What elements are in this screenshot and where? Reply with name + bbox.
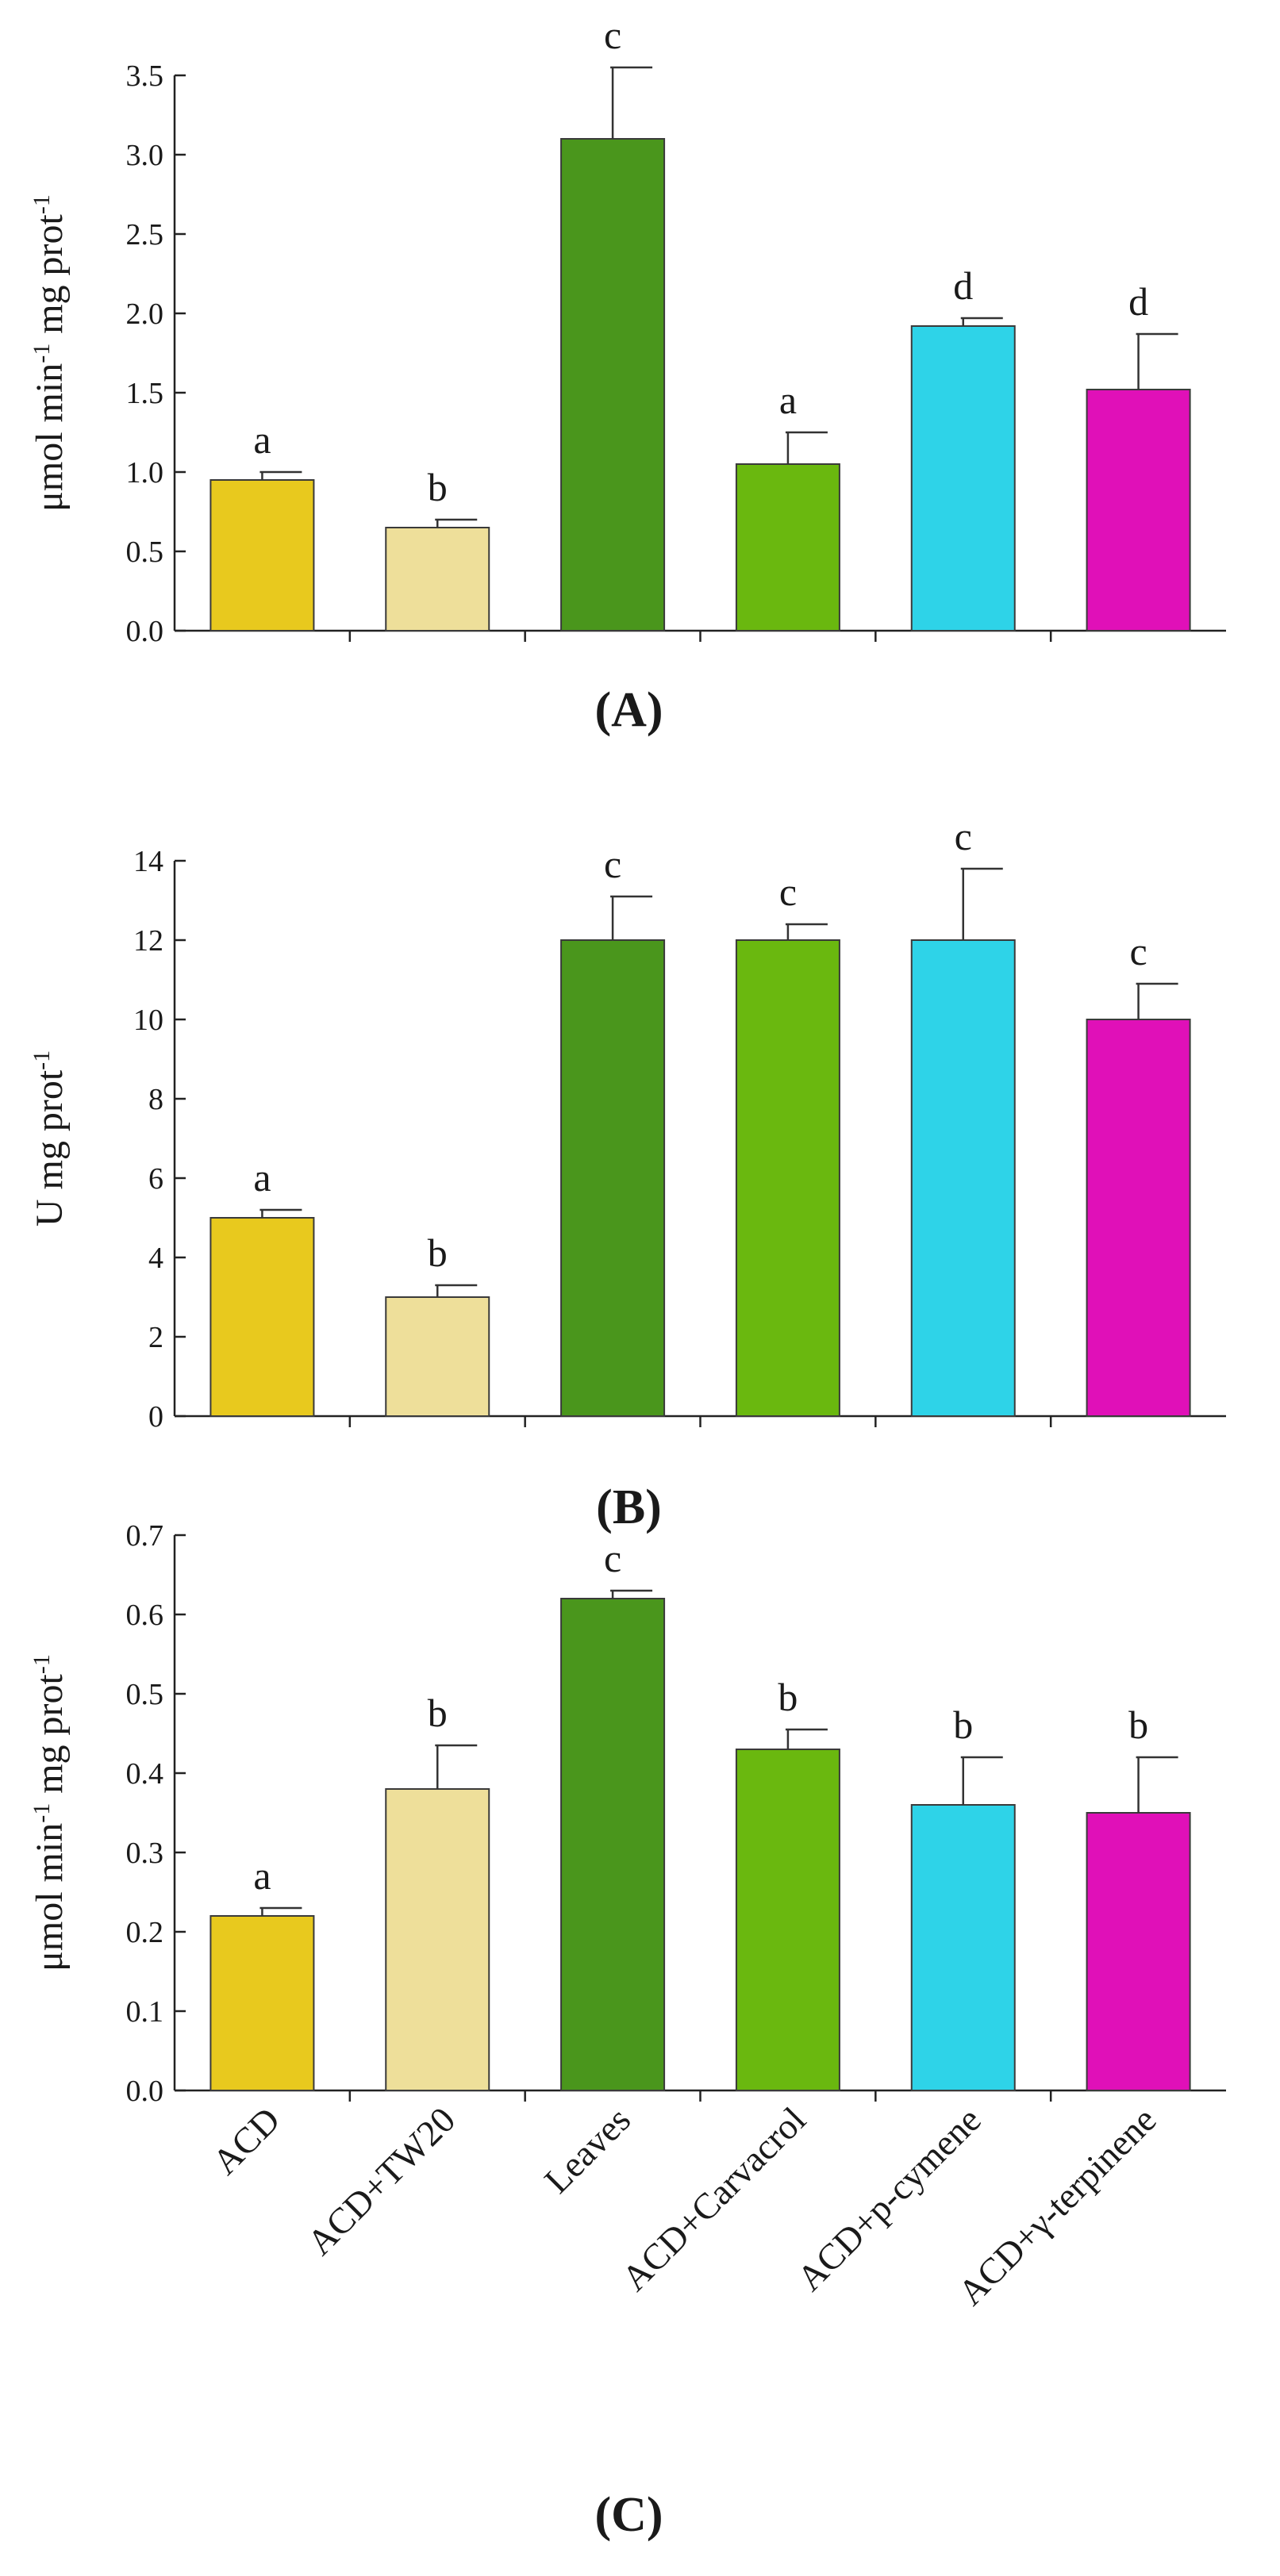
bar-5 (910, 325, 1016, 632)
y-tick-label: 8 (148, 1083, 163, 1116)
chart-panel-3: 0.0 0.1 0.2 0.3 0.4 0.5 0.6 0.7 a ACD b ACD+TW20 c Le… (29, 1519, 1226, 2542)
y-tick-label: 14 (133, 845, 163, 878)
y-axis-title-sup: -1 (29, 1050, 55, 1070)
bar-6 (1086, 389, 1191, 632)
y-axis-title-part: U mg prot (29, 1069, 71, 1227)
y-tick-label: 0.6 (126, 1599, 164, 1632)
y-tick-label: 0.0 (126, 2075, 164, 2108)
bar-6 (1086, 1812, 1191, 2091)
y-tick-label: 0.1 (126, 1995, 164, 2029)
bar-4 (735, 1749, 840, 2091)
bar-1 (209, 1217, 315, 1417)
y-tick-label: 0.0 (126, 615, 164, 648)
significance-label: b (953, 1703, 973, 1747)
significance-label: b (428, 465, 448, 509)
bar-2 (385, 1296, 490, 1417)
panel-label: (C) (594, 2488, 663, 2542)
category-label: ACD+p-cymene (789, 2099, 988, 2298)
y-axis-title: U mg prot-1 (29, 1050, 71, 1227)
y-tick-label: 2 (148, 1321, 163, 1354)
y-tick-label: 0.7 (126, 1519, 164, 1553)
category-label: ACD+TW20 (299, 2099, 463, 2263)
significance-label: b (428, 1691, 448, 1735)
y-axis-title-sup: -1 (29, 194, 55, 214)
y-tick-label: 3.5 (126, 60, 164, 93)
y-tick-label: 6 (148, 1162, 163, 1196)
significance-label: a (253, 417, 271, 462)
significance-label: c (955, 814, 972, 858)
bar-5 (910, 939, 1016, 1417)
y-tick-label: 3.0 (126, 139, 164, 172)
y-tick-label: 0 (148, 1400, 163, 1434)
bar-2 (385, 1788, 490, 2091)
y-axis-title: μmol min-1 mg prot-1 (29, 194, 71, 512)
bar-4 (735, 463, 840, 632)
category-label: Leaves (536, 2099, 638, 2201)
significance-label: c (604, 13, 621, 57)
y-axis-title: μmol min-1 mg prot-1 (29, 1654, 71, 1971)
significance-label: d (953, 263, 973, 308)
significance-label: c (779, 870, 797, 914)
bar-5 (910, 1804, 1016, 2091)
chart-panel-2: 0 2 4 6 8 10 12 14 a b c c c c U mg prot-1 (B) (29, 814, 1226, 1534)
y-tick-label: 12 (133, 924, 163, 958)
significance-label: a (253, 1155, 271, 1200)
y-tick-label: 0.3 (126, 1837, 164, 1870)
y-axis-title-part: μmol min (29, 1823, 71, 1971)
bar-3 (560, 138, 666, 632)
bar-4 (735, 939, 840, 1417)
y-tick-label: 0.2 (126, 1916, 164, 1949)
significance-label: c (1129, 929, 1147, 973)
significance-label: d (1128, 279, 1148, 324)
bar-2 (385, 527, 490, 632)
y-tick-label: 2.5 (126, 218, 164, 251)
y-axis-title-part: mg prot (29, 213, 71, 343)
panel-label: (B) (596, 1480, 662, 1534)
category-label: ACD+Carvacrol (614, 2099, 813, 2298)
bar-6 (1086, 1019, 1191, 1417)
y-tick-label: 2.0 (126, 298, 164, 331)
panel-label: (A) (594, 683, 663, 737)
significance-label: a (253, 1853, 271, 1898)
significance-label: b (1128, 1703, 1148, 1747)
y-tick-label: 0.5 (126, 1678, 164, 1711)
y-tick-label: 1.5 (126, 377, 164, 410)
significance-label: c (604, 1536, 621, 1580)
y-axis-title-part: μmol min (29, 363, 71, 512)
bar-3 (560, 939, 666, 1417)
bar-1 (209, 479, 315, 632)
y-axis-title-part: mg prot (29, 1673, 71, 1802)
y-axis-title-sup: -1 (29, 1803, 55, 1823)
y-tick-label: 4 (148, 1242, 163, 1275)
significance-label: b (428, 1230, 448, 1275)
y-tick-label: 10 (133, 1004, 163, 1037)
bar-3 (560, 1598, 666, 2091)
y-axis-title-sup: -1 (29, 1654, 55, 1674)
significance-label: b (778, 1675, 798, 1719)
y-tick-label: 0.5 (126, 536, 164, 569)
bar-1 (209, 1915, 315, 2091)
significance-label: c (604, 842, 621, 886)
y-axis-title-sup: -1 (29, 344, 55, 363)
y-tick-label: 1.0 (126, 456, 164, 489)
y-tick-label: 0.4 (126, 1757, 164, 1791)
significance-label: a (779, 378, 797, 422)
category-label: ACD (205, 2099, 288, 2182)
